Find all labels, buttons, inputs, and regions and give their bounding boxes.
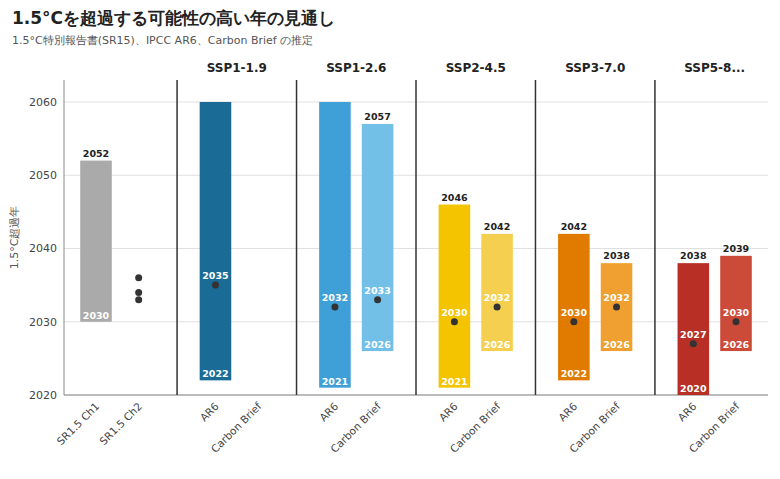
central-label: 2032 — [603, 292, 629, 303]
low-label: 2022 — [561, 368, 587, 379]
range-bar — [80, 161, 112, 322]
y-tick-label: 2060 — [29, 96, 57, 109]
y-tick-label: 2040 — [29, 242, 57, 255]
central-dot — [331, 304, 338, 311]
y-tick-label: 2050 — [29, 169, 57, 182]
high-label: 2039 — [723, 243, 749, 254]
low-label: 2030 — [83, 310, 110, 321]
high-label: 2046 — [441, 192, 468, 203]
x-tick-label: Carbon Brief — [209, 400, 264, 455]
x-tick-label: Carbon Brief — [328, 400, 383, 455]
central-dot — [374, 296, 381, 303]
range-bar — [720, 256, 752, 351]
x-tick-label: AR6 — [436, 400, 460, 424]
range-bar — [481, 234, 513, 351]
central-label: 2030 — [441, 307, 468, 318]
group-divider — [535, 80, 537, 395]
group-divider — [415, 80, 417, 395]
group-label: SSP1-1.9 — [207, 61, 267, 75]
group-label: SSP1-2.6 — [326, 61, 386, 75]
range-bar — [601, 263, 633, 351]
x-tick-label: Carbon Brief — [686, 400, 741, 455]
high-label: 2038 — [603, 250, 630, 261]
low-label: 2026 — [723, 339, 750, 350]
title: 1.5°Cを超過する可能性の高い年の見通し — [12, 8, 335, 28]
x-tick-label: AR6 — [317, 400, 341, 424]
low-label: 2022 — [202, 368, 228, 379]
high-label: 2038 — [680, 250, 707, 261]
x-tick-label: AR6 — [675, 400, 699, 424]
y-axis-line — [64, 80, 65, 395]
high-label: 2042 — [484, 221, 510, 232]
central-label: 2030 — [561, 307, 588, 318]
low-label: 2021 — [441, 376, 467, 387]
x-tick-label: AR6 — [556, 400, 580, 424]
group-divider — [296, 80, 298, 395]
group-label: SSP3-7.0 — [565, 61, 625, 75]
y-axis-label: 1.5°C超過年 — [8, 206, 21, 270]
central-dot — [451, 318, 458, 325]
central-dot — [494, 304, 501, 311]
central-label: 2035 — [202, 270, 228, 281]
y-tick-label: 2030 — [29, 316, 57, 329]
central-dot — [690, 340, 697, 347]
high-label: 2052 — [83, 148, 109, 159]
high-label: 2042 — [561, 221, 587, 232]
range-bar — [319, 102, 351, 388]
central-label: 2032 — [322, 292, 348, 303]
chart: 1.5°Cを超過する可能性の高い年の見通し 1.5°C特別報告書(SR15)、IP… — [0, 0, 780, 479]
low-label: 2026 — [484, 339, 511, 350]
central-label: 2032 — [484, 292, 510, 303]
estimate-dot — [135, 296, 142, 303]
group-label: SSP5-8... — [684, 61, 745, 75]
central-label: 2027 — [680, 329, 706, 340]
x-tick-label: AR6 — [197, 400, 221, 424]
y-tick-label: 2020 — [29, 389, 57, 402]
range-bar — [678, 263, 710, 395]
x-tick-label: Carbon Brief — [567, 400, 622, 455]
central-dot — [613, 304, 620, 311]
subtitle: 1.5°C特別報告書(SR15)、IPCC AR6、Carbon Brief の… — [12, 34, 313, 47]
x-tick-label: Carbon Brief — [447, 400, 502, 455]
range-bar — [200, 102, 232, 380]
range-bar — [439, 205, 471, 388]
group-divider — [654, 80, 656, 395]
high-label: 2057 — [364, 111, 390, 122]
group-label: SSP2-4.5 — [446, 61, 506, 75]
central-label: 2030 — [723, 307, 750, 318]
low-label: 2020 — [680, 383, 707, 394]
central-dot — [570, 318, 577, 325]
low-label: 2026 — [603, 339, 630, 350]
range-bar — [362, 124, 394, 351]
estimate-dot — [135, 289, 142, 296]
central-label: 2033 — [364, 285, 390, 296]
x-tick-label: SR1.5 Ch2 — [97, 400, 144, 447]
low-label: 2026 — [364, 339, 391, 350]
central-dot — [212, 282, 219, 289]
group-divider — [176, 80, 178, 395]
range-bar — [558, 234, 590, 381]
x-tick-label: SR1.5 Ch1 — [54, 400, 101, 447]
low-label: 2021 — [322, 376, 348, 387]
central-dot — [733, 318, 740, 325]
estimate-dot — [135, 274, 142, 281]
